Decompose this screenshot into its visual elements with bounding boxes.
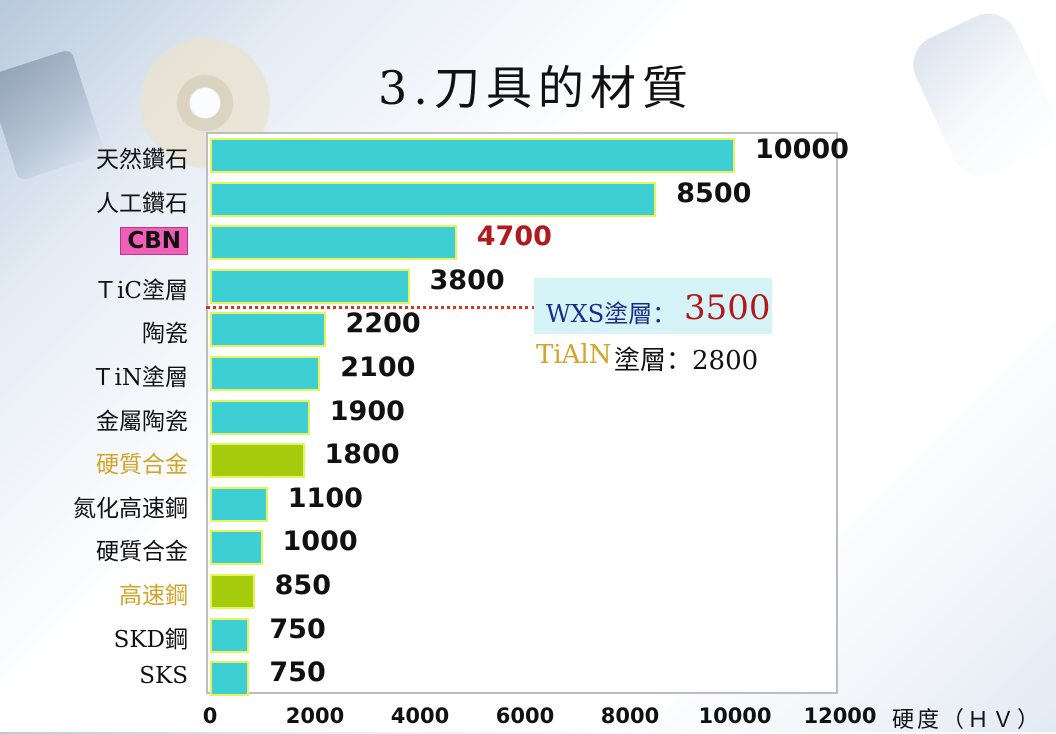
wxs-annotation-value: 3500 [684, 288, 771, 328]
category-label-10: 高速鋼 [119, 583, 188, 609]
category-label-3: ＴiC塗層 [94, 277, 188, 304]
bar-7 [210, 443, 305, 479]
category-label-2: CBN [120, 227, 188, 256]
bar-12 [210, 661, 250, 697]
category-label-4: 陶瓷 [142, 321, 188, 348]
x-tick-label-2: 4000 [390, 704, 450, 728]
value-label-6: 1900 [329, 395, 405, 427]
value-label-11: 750 [269, 613, 326, 645]
x-tick-label-3: 6000 [495, 704, 555, 728]
tialn-annotation-label: TiAlN [536, 340, 612, 370]
x-tick-label-6: 12000 [803, 704, 877, 728]
tialn-annotation-value: 塗層：2800 [614, 346, 759, 376]
decorative-tool-insert-image [0, 48, 105, 182]
bar-11 [210, 617, 250, 653]
category-label-12: SKS [139, 663, 188, 690]
value-label-5: 2100 [340, 352, 416, 383]
value-label-12: 750 [269, 657, 326, 689]
bar-6 [210, 399, 310, 435]
value-label-8: 1100 [287, 482, 363, 514]
value-label-7: 1800 [324, 439, 400, 471]
value-label-1: 8500 [676, 177, 752, 209]
bar-2 [210, 225, 457, 261]
bar-5 [210, 356, 321, 391]
x-tick-label-1: 2000 [285, 704, 345, 728]
value-label-2: 4700 [476, 221, 552, 253]
value-label-0: 10000 [755, 134, 849, 165]
wxs-annotation-box [534, 278, 772, 334]
category-label-7: 硬質合金 [96, 452, 188, 479]
x-tick-label-4: 8000 [600, 704, 660, 728]
category-label-9: 硬質合金 [96, 539, 188, 566]
x-tick-label-0: 0 [202, 704, 218, 728]
category-label-1: 人工鑽石 [96, 190, 188, 217]
page-title: 3.刀具的材質 [378, 61, 694, 115]
category-label-0: 天然鑽石 [96, 147, 188, 173]
bar-9 [210, 530, 263, 566]
bar-3 [210, 268, 410, 304]
value-label-10: 850 [274, 570, 331, 601]
decorative-phone-image [903, 3, 1056, 187]
category-label-6: 金屬陶瓷 [96, 408, 188, 435]
bar-4 [210, 312, 326, 348]
bar-0 [210, 138, 735, 173]
value-label-9: 1000 [282, 526, 358, 558]
value-label-3: 3800 [429, 264, 505, 296]
bar-10 [210, 574, 255, 609]
category-label-5: ＴiN塗層 [91, 365, 188, 391]
value-label-4: 2200 [345, 308, 421, 340]
category-label-11: SKD鋼 [113, 626, 188, 653]
x-tick-label-5: 10000 [698, 704, 772, 728]
wxs-annotation-label: WXS塗層： [546, 300, 677, 328]
bar-1 [210, 181, 657, 217]
bar-8 [210, 486, 268, 522]
reference-line-3500 [206, 306, 536, 309]
x-axis-label: 硬度（ＨＶ） [892, 708, 1043, 733]
category-label-8: 氮化高速鋼 [73, 495, 188, 522]
